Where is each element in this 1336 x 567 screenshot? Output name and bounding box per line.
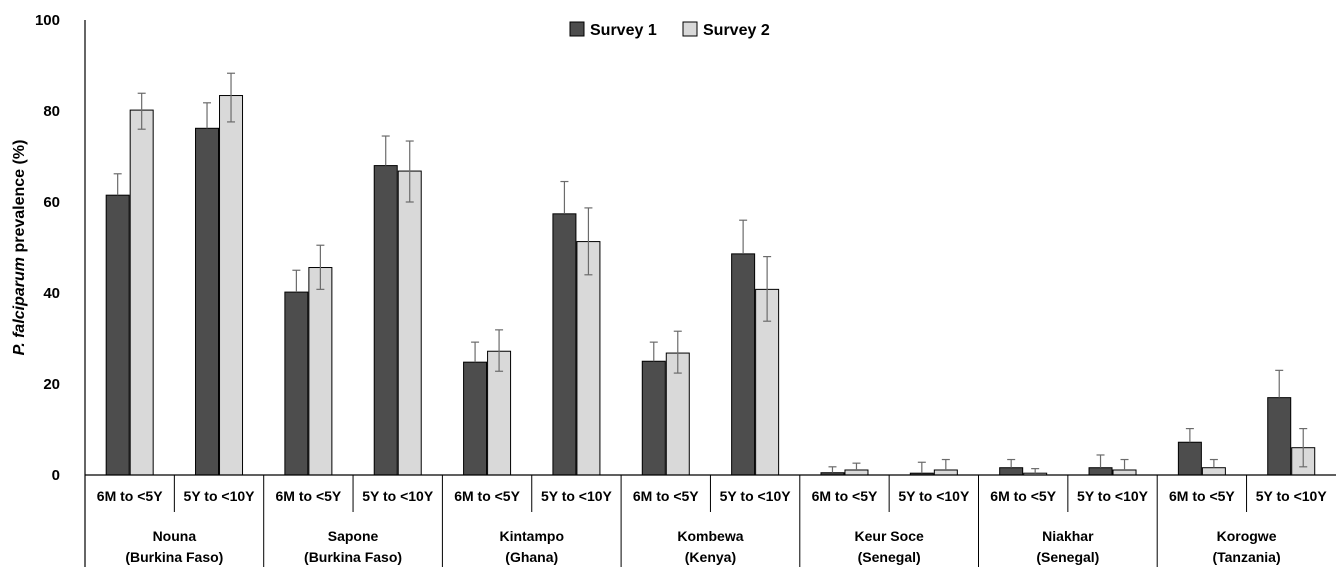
legend: Survey 1 Survey 2 bbox=[569, 21, 770, 39]
site-country-label: (Senegal) bbox=[1036, 549, 1099, 565]
age-group-label: 5Y to <10Y bbox=[720, 488, 792, 504]
bar bbox=[373, 165, 398, 476]
y-axis-label: P. falciparum prevalence (%) bbox=[11, 140, 28, 356]
y-axis-title-italic: P. falciparum bbox=[11, 257, 28, 355]
site-name-label: Kintampo bbox=[499, 528, 564, 544]
bar bbox=[195, 127, 220, 476]
y-axis-title-rest: prevalence (%) bbox=[11, 140, 28, 257]
bar bbox=[1177, 441, 1202, 476]
bar bbox=[105, 194, 130, 476]
bar bbox=[933, 469, 958, 476]
bar bbox=[731, 253, 756, 476]
site-country-label: (Tanzania) bbox=[1212, 549, 1280, 565]
age-group-label: 5Y to <10Y bbox=[541, 488, 613, 504]
y-axis-title: P. falciparum prevalence (%) bbox=[11, 140, 28, 356]
site-country-label: (Burkina Faso) bbox=[125, 549, 223, 565]
site-name-label: Keur Soce bbox=[855, 528, 924, 544]
bar bbox=[129, 109, 154, 476]
age-group-label: 5Y to <10Y bbox=[898, 488, 970, 504]
legend-swatch bbox=[569, 21, 585, 37]
y-tick-label: 80 bbox=[43, 103, 60, 120]
bar bbox=[1112, 469, 1137, 476]
bar bbox=[641, 360, 666, 476]
y-tick-label: 60 bbox=[43, 194, 60, 211]
y-tick-label: 100 bbox=[35, 12, 60, 29]
site-name-label: Kombewa bbox=[677, 528, 743, 544]
age-group-label: 6M to <5Y bbox=[633, 488, 699, 504]
bar bbox=[397, 170, 422, 476]
error-bars bbox=[113, 72, 1308, 474]
bar bbox=[576, 241, 601, 476]
bar bbox=[1201, 467, 1226, 476]
y-tick-label: 20 bbox=[43, 376, 60, 393]
site-country-label: (Burkina Faso) bbox=[304, 549, 402, 565]
site-name-label: Niakhar bbox=[1042, 528, 1094, 544]
age-group-label: 5Y to <10Y bbox=[1256, 488, 1328, 504]
bar bbox=[308, 267, 333, 476]
age-group-label: 5Y to <10Y bbox=[184, 488, 256, 504]
age-group-label: 6M to <5Y bbox=[990, 488, 1056, 504]
age-group-label: 6M to <5Y bbox=[454, 488, 520, 504]
bar bbox=[1267, 397, 1292, 476]
legend-label: Survey 2 bbox=[703, 22, 770, 39]
site-country-label: (Kenya) bbox=[685, 549, 736, 565]
site-country-label: (Ghana) bbox=[505, 549, 558, 565]
y-tick-label: 0 bbox=[52, 467, 60, 484]
site-name-label: Nouna bbox=[153, 528, 197, 544]
site-name-label: Korogwe bbox=[1217, 528, 1277, 544]
age-group-label: 6M to <5Y bbox=[97, 488, 163, 504]
legend-label: Survey 1 bbox=[590, 22, 657, 39]
bar bbox=[552, 213, 577, 476]
bar bbox=[1088, 467, 1113, 476]
age-group-label: 6M to <5Y bbox=[812, 488, 878, 504]
bar bbox=[844, 469, 869, 476]
age-group-label: 5Y to <10Y bbox=[1077, 488, 1149, 504]
site-country-label: (Senegal) bbox=[858, 549, 921, 565]
age-group-label: 6M to <5Y bbox=[1169, 488, 1235, 504]
axes bbox=[84, 20, 1336, 567]
bar bbox=[284, 291, 309, 476]
bar bbox=[463, 361, 488, 476]
bar bbox=[219, 95, 244, 476]
y-tick-label: 40 bbox=[43, 285, 60, 302]
bars bbox=[105, 95, 1316, 476]
legend-swatch bbox=[682, 21, 698, 37]
site-name-label: Sapone bbox=[328, 528, 379, 544]
bar bbox=[999, 467, 1024, 476]
age-group-label: 5Y to <10Y bbox=[362, 488, 434, 504]
age-group-label: 6M to <5Y bbox=[276, 488, 342, 504]
category-labels: 6M to <5Y 5Y to <10Y 6M to <5Y 5Y to <10Y 6M… bbox=[97, 488, 1328, 565]
y-axis-ticks: 0 20 40 60 80 100 bbox=[35, 12, 60, 484]
